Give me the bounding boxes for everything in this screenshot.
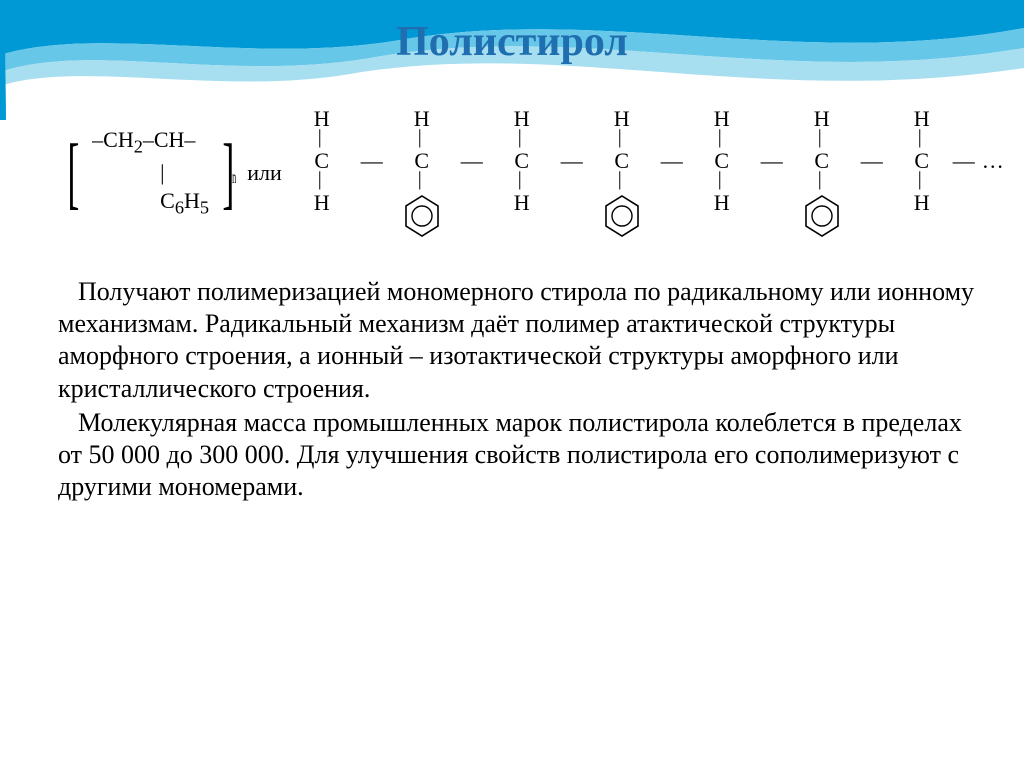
atom-h-bottom: H — [314, 190, 330, 216]
bond-vertical — [621, 132, 623, 148]
benzene-icon — [402, 192, 442, 240]
bond-horizontal: — — [750, 148, 794, 174]
unit-bot-s2: 5 — [200, 198, 209, 218]
polymer-chain: HCH—HC—HCH—HC—HCH—HC—HCH—… — [294, 106, 1004, 240]
bond-vertical — [721, 132, 723, 148]
unit-bot-h: H — [184, 188, 200, 213]
unit-bot-s1: 6 — [175, 198, 184, 218]
unit-bot-c: C — [160, 188, 175, 213]
unit-top-2: –CH– — [143, 127, 196, 152]
carbon-unit: HCH — [294, 106, 350, 216]
bond-horizontal: — — [350, 148, 394, 174]
body-text: Получают полимеризацией мономерного стир… — [0, 240, 1024, 504]
bond-horizontal: — — [550, 148, 594, 174]
atom-h-bottom: H — [914, 190, 930, 216]
chemical-formula: [ –CH2–CH– | C6H5 ]n или HCH—HC—HCH—HC—H… — [0, 106, 1024, 240]
paragraph-1: Получают полимеризацией мономерного стир… — [58, 276, 976, 405]
bond-vertical — [621, 174, 623, 190]
bond-horizontal: — — [850, 148, 894, 174]
carbon-unit: HC — [594, 106, 650, 240]
bond-vertical — [821, 132, 823, 148]
chain-ellipsis: … — [982, 148, 1004, 174]
bond-vertical — [521, 132, 523, 148]
bond-vertical — [921, 132, 923, 148]
carbon-unit: HC — [394, 106, 450, 240]
benzene-icon — [802, 192, 842, 240]
bond-vertical — [921, 174, 923, 190]
carbon-unit: HC — [794, 106, 850, 240]
bond-horizontal: — — [950, 148, 978, 174]
carbon-unit: HCH — [694, 106, 750, 216]
subscript-n: n — [232, 137, 236, 217]
bond-horizontal: — — [650, 148, 694, 174]
carbon-unit: HCH — [494, 106, 550, 216]
bond-vertical — [421, 174, 423, 190]
atom-h-bottom: H — [714, 190, 730, 216]
bond-vertical — [721, 174, 723, 190]
bond-vertical — [321, 132, 323, 148]
bond-vertical — [421, 132, 423, 148]
paragraph-2: Молекулярная масса промышленных марок по… — [58, 407, 976, 504]
slide-title: Полистирол — [0, 0, 1024, 66]
bond-vertical — [521, 174, 523, 190]
or-label: или — [247, 160, 282, 186]
bond-vertical — [321, 174, 323, 190]
atom-h-bottom: H — [514, 190, 530, 216]
unit-top-1: –CH — [92, 127, 134, 152]
bond-vertical — [821, 174, 823, 190]
benzene-icon — [602, 192, 642, 240]
repeat-unit-bracket: [ –CH2–CH– | C6H5 ]n — [60, 126, 241, 221]
bond-horizontal: — — [450, 148, 494, 174]
carbon-unit: HCH — [894, 106, 950, 216]
unit-vbond: | — [92, 159, 209, 188]
unit-top-sub: 2 — [134, 136, 143, 156]
